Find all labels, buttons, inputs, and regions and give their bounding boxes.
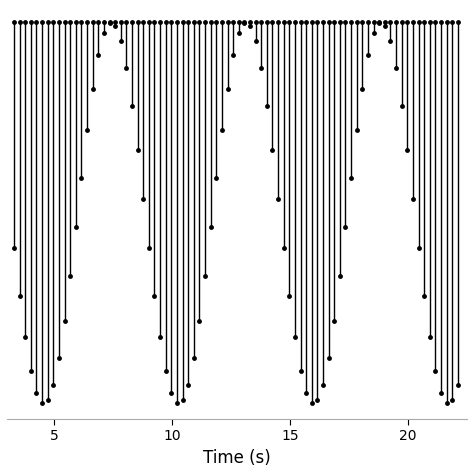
X-axis label: Time (s): Time (s) (203, 449, 271, 467)
